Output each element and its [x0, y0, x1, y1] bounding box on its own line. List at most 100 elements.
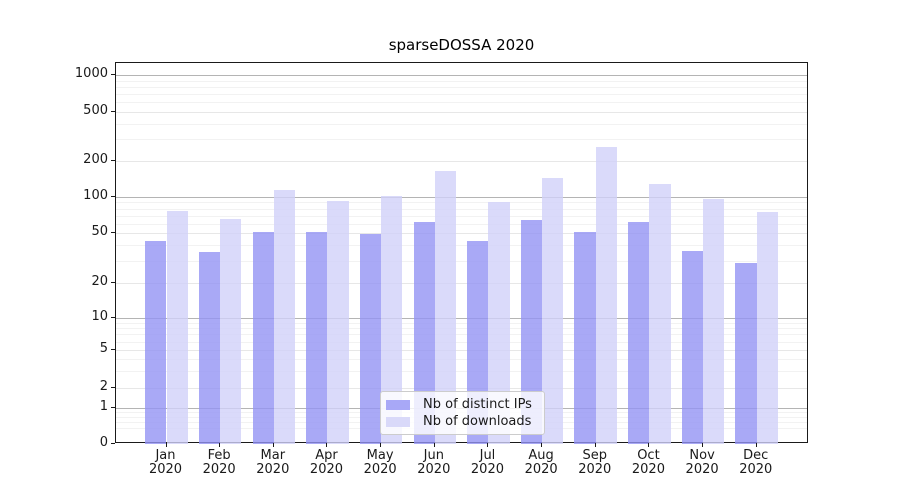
x-tick-label: Mar 2020	[256, 448, 290, 477]
x-tick	[594, 443, 596, 447]
y-tick	[111, 74, 115, 75]
chart-title: sparseDOSSA 2020	[388, 36, 535, 54]
gridline-minor	[116, 123, 807, 125]
gridline-major	[116, 75, 807, 76]
gridline-major	[116, 233, 807, 234]
bar-s0-jun	[413, 221, 435, 444]
bar-s1-nov	[703, 198, 725, 444]
x-tick	[272, 443, 274, 447]
x-tick	[380, 443, 382, 447]
gridline-minor	[116, 93, 807, 95]
y-tick	[111, 232, 115, 233]
bar-s0-oct	[628, 221, 650, 444]
y-tick-label: 0	[99, 435, 108, 450]
bar-s0-jan	[145, 241, 167, 444]
gridline-minor	[116, 202, 807, 204]
bar-s0-feb	[198, 252, 221, 444]
y-tick-label: 10	[91, 308, 108, 324]
legend-item: Nb of downloads	[386, 414, 536, 429]
gridline-minor	[116, 322, 807, 324]
x-tick	[541, 443, 543, 447]
bar-s0-apr	[306, 231, 328, 444]
y-tick	[111, 349, 115, 350]
gridline-minor	[116, 370, 807, 372]
y-tick-label: 500	[83, 102, 108, 118]
gridline-minor	[116, 328, 807, 330]
bar-s0-sep	[574, 231, 596, 444]
x-tick-label: Jun 2020	[417, 448, 451, 477]
x-tick-label: May 2020	[363, 448, 397, 477]
x-tick	[219, 443, 221, 447]
x-tick-label: Aug 2020	[524, 448, 558, 477]
x-tick-label: Apr 2020	[309, 448, 344, 477]
y-tick	[111, 443, 115, 444]
bar-s0-nov	[681, 250, 704, 444]
y-tick-label: 100	[83, 188, 108, 203]
bar-s1-mar	[273, 190, 296, 444]
legend-swatch-distinct-ips-icon	[386, 399, 410, 410]
x-tick-label: Dec 2020	[739, 448, 773, 477]
x-tick-label: Nov 2020	[685, 448, 719, 477]
x-tick	[326, 443, 328, 447]
x-tick-label: Feb 2020	[202, 448, 236, 477]
gridline-major	[116, 317, 807, 319]
gridline-minor	[116, 260, 807, 262]
plot-area	[115, 62, 808, 444]
y-tick	[111, 160, 115, 161]
y-tick-label: 20	[91, 274, 108, 289]
bar-s1-dec	[756, 211, 779, 444]
legend: Nb of distinct IPs Nb of downloads	[380, 391, 545, 435]
bar-s1-may	[381, 196, 403, 444]
x-tick-label: Oct 2020	[631, 448, 665, 477]
y-tick-label: 50	[91, 224, 108, 239]
gridline-major	[116, 197, 807, 198]
y-tick	[111, 282, 115, 283]
gridline-minor	[116, 341, 807, 343]
y-tick	[111, 316, 115, 318]
gridline-minor	[116, 359, 807, 361]
bar-s1-jun	[434, 170, 457, 444]
x-tick-label: Sep 2020	[578, 448, 612, 477]
x-tick	[165, 443, 167, 447]
gridline-major	[116, 161, 807, 162]
gridline-major	[116, 111, 807, 113]
gridline-major	[116, 283, 807, 284]
bar-s1-feb	[220, 219, 242, 444]
bar-s0-may	[359, 234, 382, 444]
y-tick-label: 1000	[74, 66, 108, 81]
y-tick	[111, 196, 115, 197]
gridline-minor	[116, 101, 807, 103]
gridline-minor	[116, 86, 807, 88]
bar-s1-jan	[166, 211, 188, 444]
gridline-minor	[116, 139, 807, 141]
bar-s0-mar	[252, 231, 274, 444]
legend-label: Nb of downloads	[423, 414, 532, 429]
bar-s0-dec	[735, 262, 757, 444]
bar-s1-jul	[488, 202, 510, 444]
x-tick	[648, 443, 650, 447]
gridline-minor	[116, 245, 807, 247]
x-tick-label: Jul 2020	[470, 448, 504, 477]
gridline-major	[116, 387, 807, 389]
bar-s1-aug	[542, 178, 564, 444]
y-tick-label: 1	[99, 399, 108, 415]
gridline-minor	[116, 80, 807, 82]
bar-s0-aug	[520, 220, 543, 444]
legend-label: Nb of distinct IPs	[423, 397, 532, 412]
x-tick	[433, 443, 435, 447]
gridline-minor	[116, 208, 807, 210]
y-tick-label: 2	[99, 378, 108, 394]
gridline-minor	[116, 223, 807, 225]
x-tick	[702, 443, 704, 447]
y-tick-label: 5	[99, 341, 108, 356]
gridline-minor	[116, 215, 807, 217]
x-tick	[487, 443, 489, 447]
y-tick-label: 200	[83, 152, 108, 167]
x-tick-label: Jan 2020	[148, 448, 183, 477]
legend-item: Nb of distinct IPs	[386, 397, 536, 412]
y-tick	[111, 110, 115, 112]
y-tick	[111, 386, 115, 388]
gridline-minor	[116, 334, 807, 336]
bar-s1-oct	[649, 184, 671, 444]
